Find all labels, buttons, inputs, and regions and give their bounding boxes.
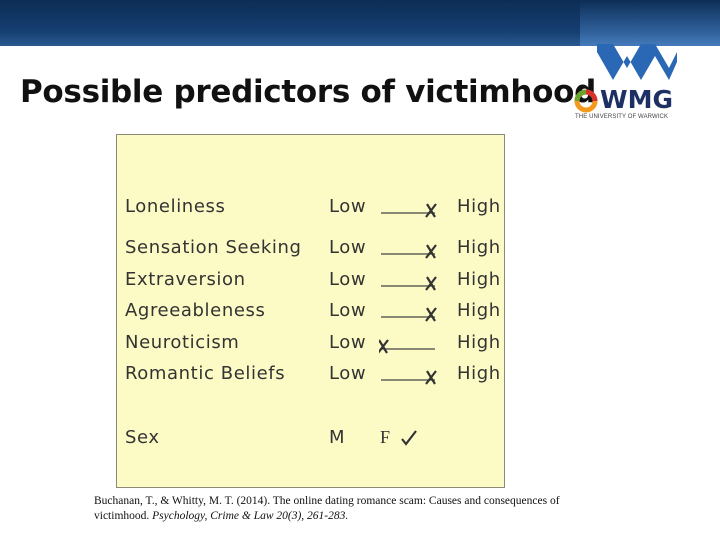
- x-mark-icon: [425, 307, 437, 322]
- trait-label: Loneliness: [125, 196, 226, 217]
- predictor-figure: Loneliness Low High Sensation Seeking Low Hig…: [116, 134, 505, 488]
- trait-label: Sensation Seeking: [125, 237, 302, 258]
- citation-journal: Psychology, Crime & Law 20(3), 261-283.: [152, 510, 349, 522]
- scale-high-label: High: [457, 332, 501, 353]
- trait-label: Agreeableness: [125, 300, 266, 321]
- trait-row: Extraversion Low High: [117, 269, 506, 295]
- scale-low-label: Low: [329, 196, 367, 217]
- scale-line: [381, 370, 437, 385]
- scale-low-label: Low: [329, 269, 367, 290]
- slide-title: Possible predictors of victimhood: [20, 74, 597, 110]
- trait-label: Romantic Beliefs: [125, 363, 286, 384]
- trait-row: Loneliness Low High: [117, 196, 506, 222]
- x-mark-icon: [425, 203, 437, 218]
- sex-female-label: F: [380, 427, 391, 447]
- scale-line: [381, 307, 437, 322]
- sex-male-label: M: [329, 427, 346, 448]
- scale-high-label: High: [457, 363, 501, 384]
- x-mark-icon: [425, 244, 437, 259]
- logo-subtext: THE UNIVERSITY OF WARWICK: [575, 114, 669, 120]
- scale-line: [381, 203, 437, 218]
- scale-high-label: High: [457, 196, 501, 217]
- sex-row: Sex M F: [117, 427, 506, 453]
- trait-row: Agreeableness Low High: [117, 300, 506, 326]
- scale-line: [381, 244, 437, 259]
- scale-line: [381, 276, 437, 291]
- citation: Buchanan, T., & Whitty, M. T. (2014). Th…: [94, 494, 584, 524]
- scale-low-label: Low: [329, 363, 367, 384]
- logo-text: WMG: [600, 85, 673, 114]
- header-bar: [0, 0, 720, 46]
- trait-row: Sensation Seeking Low High: [117, 237, 506, 263]
- trait-label: Neuroticism: [125, 332, 240, 353]
- x-mark-icon: [425, 370, 437, 385]
- checkmark-icon: [401, 430, 417, 446]
- header-bar-highlight: [580, 0, 720, 46]
- scale-high-label: High: [457, 237, 501, 258]
- scale-high-label: High: [457, 300, 501, 321]
- trait-label: Extraversion: [125, 269, 246, 290]
- wmg-logo: WMG THE UNIVERSITY OF WARWICK: [570, 44, 700, 124]
- scale-low-label: Low: [329, 332, 367, 353]
- sex-label: Sex: [125, 427, 160, 448]
- x-mark-icon: [379, 339, 389, 354]
- scale-high-label: High: [457, 269, 501, 290]
- scale-low-label: Low: [329, 300, 367, 321]
- logo-ring-icon: [574, 89, 598, 113]
- scale-line: [379, 339, 435, 354]
- x-mark-icon: [425, 276, 437, 291]
- logo-w-shape: [597, 44, 677, 80]
- trait-row: Romantic Beliefs Low High: [117, 363, 506, 389]
- trait-row: Neuroticism Low High: [117, 332, 506, 358]
- citation-text: Buchanan, T., & Whitty, M. T. (2014). Th…: [94, 495, 560, 522]
- scale-low-label: Low: [329, 237, 367, 258]
